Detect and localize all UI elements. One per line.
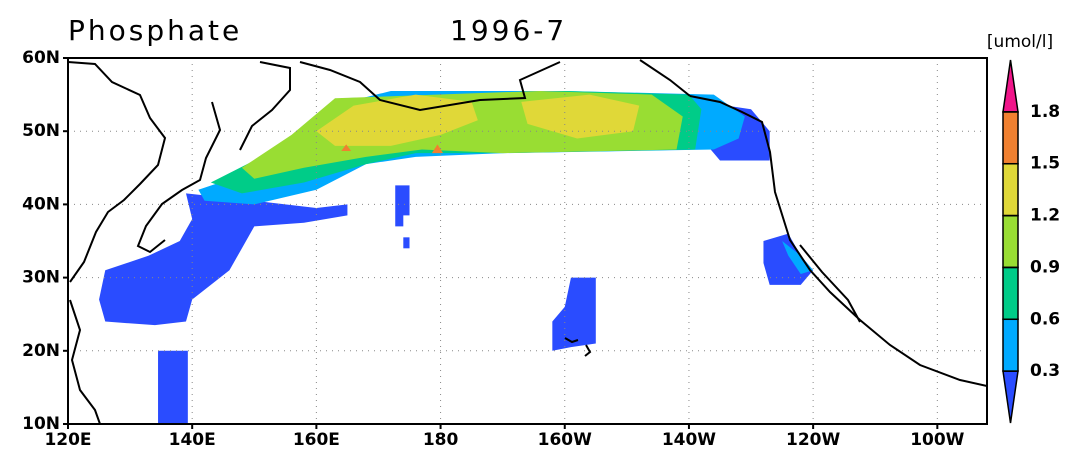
colorbar-segment — [1002, 214, 1019, 269]
shaded-region — [99, 193, 348, 326]
colorbar-segment — [1002, 59, 1019, 113]
y-tick-label: 60N — [22, 48, 60, 68]
colorbar-label: 0.9 — [1030, 257, 1060, 277]
x-tick-label: 180 — [423, 430, 459, 450]
x-tick-label: 160W — [538, 430, 592, 450]
x-tick-label: 160E — [293, 430, 340, 450]
coastlines — [68, 59, 987, 424]
coast-island — [564, 337, 592, 357]
shaded-region — [395, 185, 410, 227]
colorbar-segment — [1002, 370, 1019, 424]
colorbar-label: 1.5 — [1030, 154, 1060, 174]
shaded-region — [521, 94, 640, 139]
shaded-region — [158, 350, 188, 424]
y-tick-label: 30N — [22, 268, 60, 288]
title: Phosphate — [68, 14, 242, 47]
colorbar-segment — [1002, 162, 1019, 217]
x-tick-label: 120W — [786, 430, 840, 450]
coast-kamchatka — [239, 61, 291, 151]
colorbar-label: 0.6 — [1030, 309, 1060, 329]
shading — [99, 90, 814, 424]
colorbar-segment — [1002, 266, 1019, 321]
colorbar-label: 1.2 — [1030, 206, 1060, 226]
shaded-region — [782, 241, 814, 274]
colorbar-label: 1.8 — [1030, 102, 1060, 122]
x-tick-label: 100W — [910, 430, 964, 450]
x-tick-label: 120E — [44, 430, 91, 450]
frame — [67, 57, 988, 425]
y-tick-label: 40N — [22, 194, 60, 214]
coast-alaska — [299, 59, 691, 112]
unit-label: [umol/l] — [987, 32, 1053, 52]
y-tick-label: 10N — [22, 414, 60, 434]
shaded-region — [403, 237, 410, 249]
x-tick-label: 140E — [169, 430, 216, 450]
coast-america — [689, 95, 987, 387]
colorbar-segment — [1002, 111, 1019, 165]
colorbar-segment — [1002, 318, 1019, 372]
subtitle: 1996-7 — [450, 14, 567, 47]
y-tick-label: 50N — [22, 121, 60, 141]
x-tick-label: 140W — [662, 430, 716, 450]
y-tick-label: 20N — [22, 341, 60, 361]
colorbar-label: 0.3 — [1030, 361, 1060, 381]
coast-asia — [68, 61, 167, 424]
shaded-region — [431, 144, 444, 154]
shaded-region — [552, 277, 596, 351]
colorbar: 0.3 0.6 0.9 1.2 1.5 1.8 — [1002, 59, 1060, 424]
coast-japan — [136, 101, 222, 254]
shaded-region — [341, 144, 352, 151]
